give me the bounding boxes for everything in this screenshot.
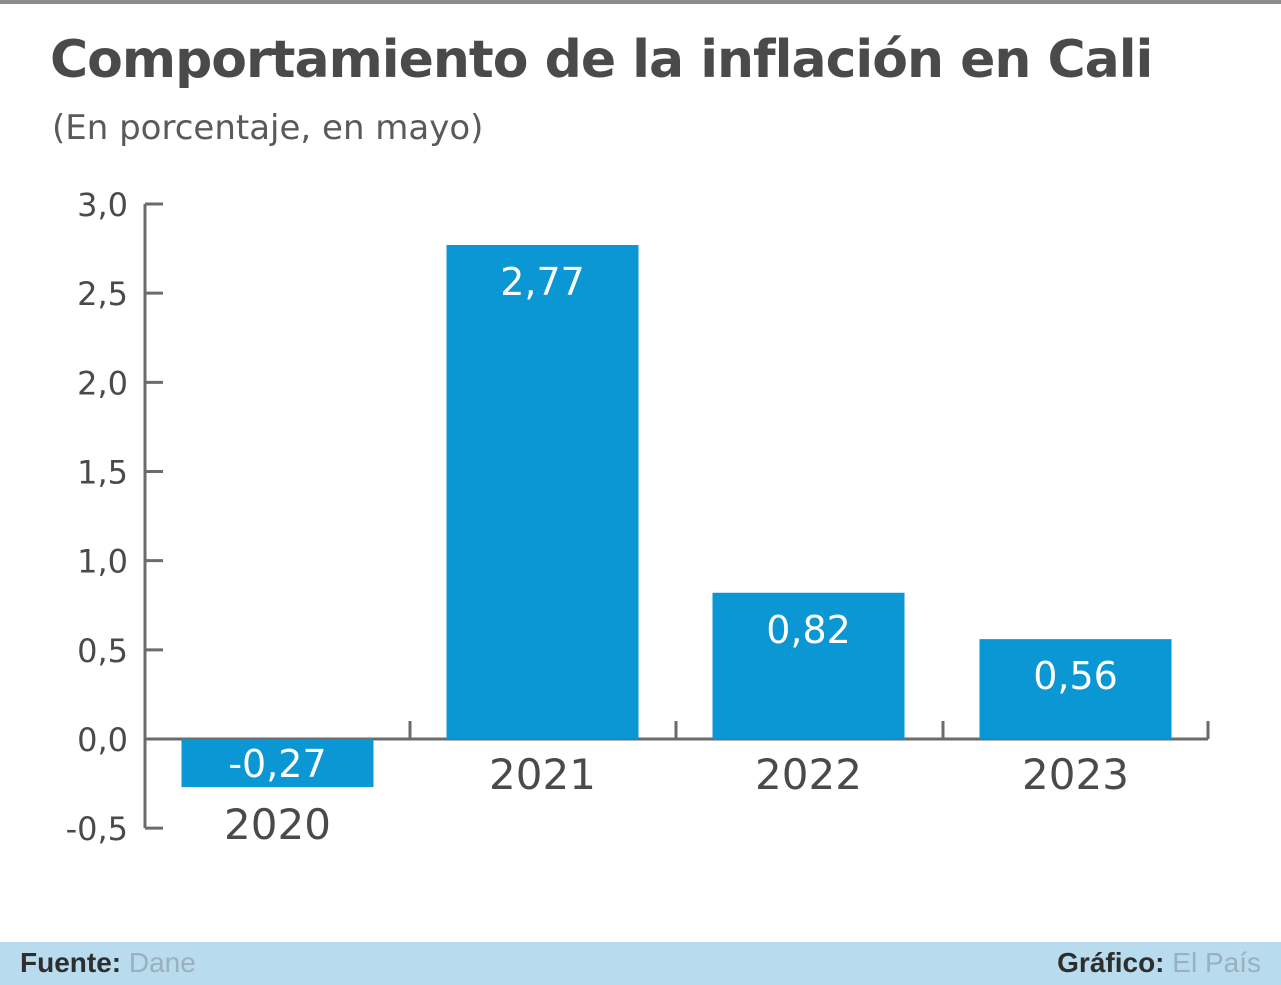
y-tick-label: 1,5 (77, 454, 128, 492)
y-tick-label: 1,0 (77, 543, 128, 581)
y-tick-label: 3,0 (77, 186, 128, 224)
y-tick-label: 2,5 (77, 275, 128, 313)
bar-2022 (712, 592, 905, 739)
chart-subtitle: (En porcentaje, en mayo) (52, 108, 484, 148)
source-credit: Fuente: Dane (20, 947, 196, 979)
y-tick-label: 0,5 (77, 632, 128, 670)
top-rule (0, 0, 1281, 4)
category-label-2023: 2023 (1022, 750, 1129, 799)
bar-2023 (979, 639, 1172, 739)
data-label-2021: 2,77 (500, 260, 585, 304)
category-label-2021: 2021 (489, 750, 596, 799)
y-tick-label: -0,5 (66, 810, 128, 848)
data-label-2022: 0,82 (766, 608, 851, 652)
chart-title: Comportamiento de la inflación en Cali (50, 30, 1153, 90)
credit-label: Gráfico: (1057, 947, 1165, 978)
source-label: Fuente: (20, 947, 122, 978)
y-tick-label: 0,0 (77, 721, 128, 759)
category-label-2022: 2022 (755, 750, 862, 799)
y-tick-label: 2,0 (77, 364, 128, 402)
source-value: Dane (128, 947, 196, 978)
graphic-credit: Gráfico: El País (1057, 947, 1261, 979)
footer-band: Fuente: Dane Gráfico: El País (0, 942, 1281, 985)
data-label-2020: -0,27 (228, 742, 326, 786)
credit-value: El País (1172, 947, 1261, 978)
bar-2020 (181, 739, 374, 788)
data-label-2023: 0,56 (1033, 654, 1118, 698)
category-label-2020: 2020 (224, 800, 331, 849)
bar-2021 (446, 245, 639, 739)
